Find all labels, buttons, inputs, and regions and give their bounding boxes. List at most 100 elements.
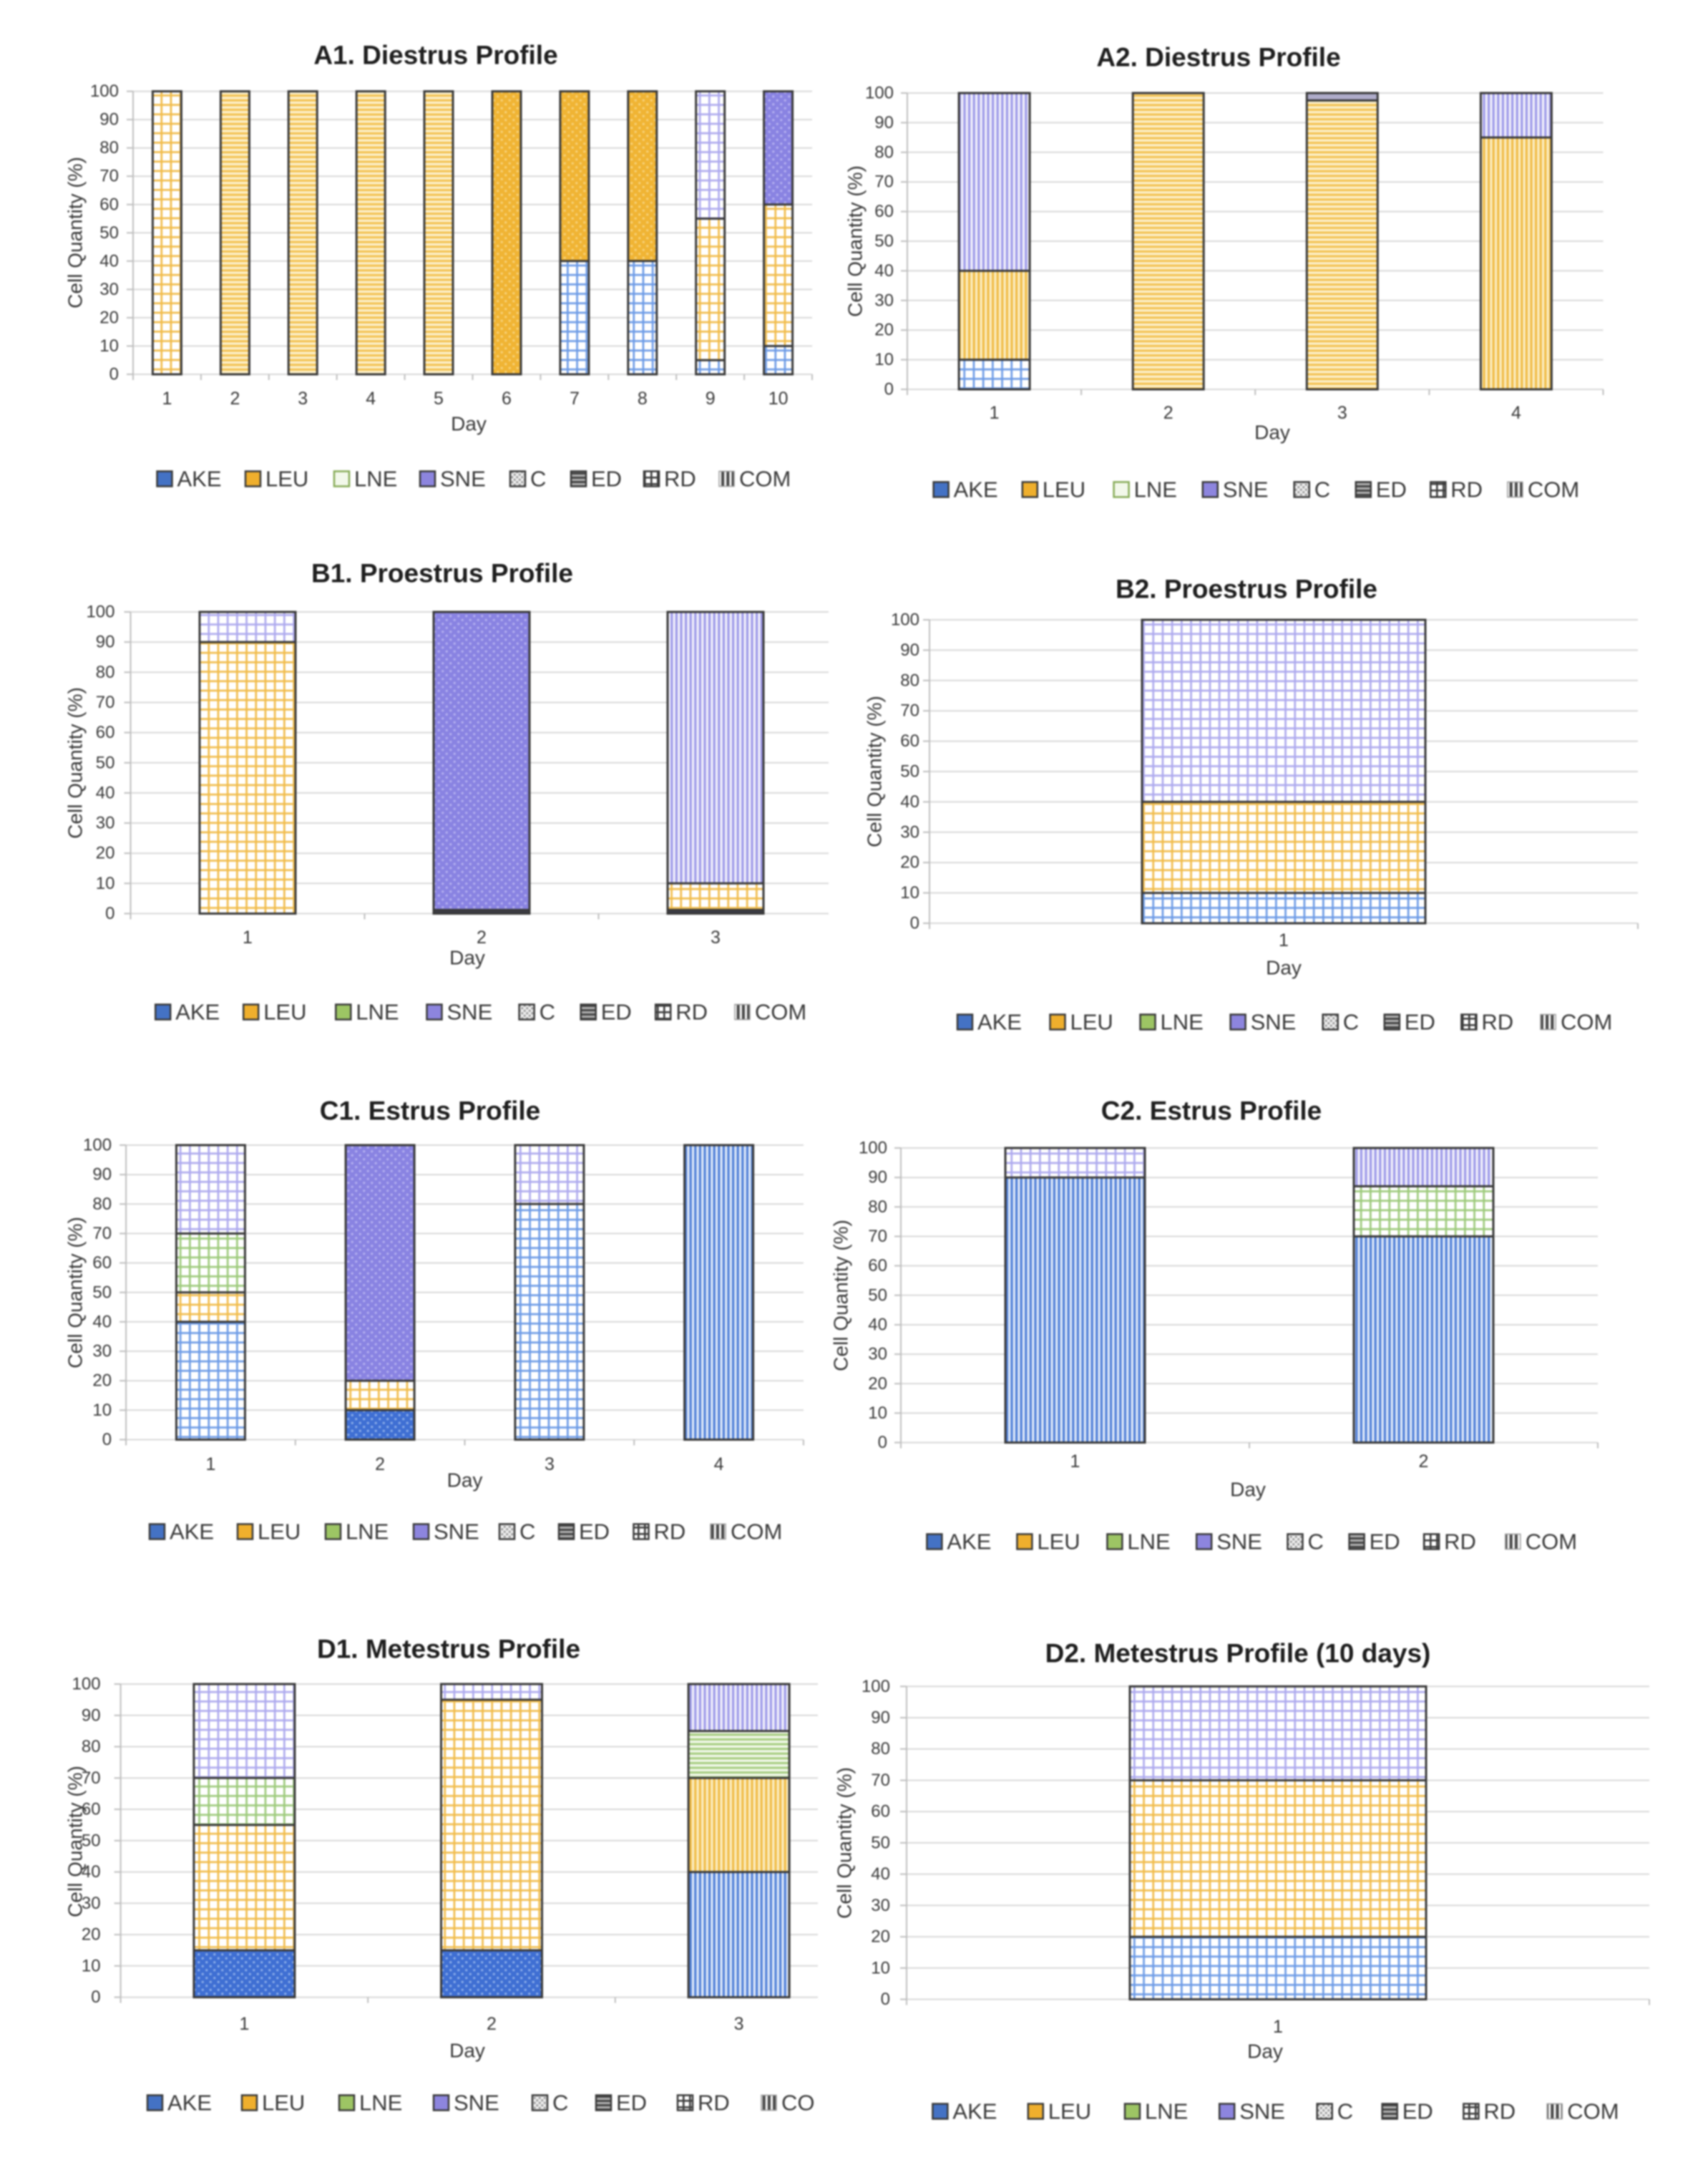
svg-text:ED: ED <box>1402 2099 1433 2124</box>
svg-text:60: 60 <box>82 1800 101 1819</box>
svg-text:LEU: LEU <box>258 1519 301 1544</box>
svg-text:1: 1 <box>1070 1451 1080 1471</box>
svg-text:2: 2 <box>230 389 240 409</box>
svg-text:COM: COM <box>1526 1529 1577 1555</box>
svg-text:50: 50 <box>874 232 894 251</box>
svg-text:SNE: SNE <box>1239 2099 1285 2124</box>
svg-text:ED: ED <box>1405 1010 1435 1035</box>
svg-text:Day: Day <box>451 413 487 435</box>
svg-text:B1. Proestrus Profile: B1. Proestrus Profile <box>311 559 573 588</box>
svg-text:60: 60 <box>900 731 919 751</box>
svg-text:SNE: SNE <box>1251 1010 1297 1035</box>
svg-text:Cell Quantity (%): Cell Quantity (%) <box>64 687 87 839</box>
svg-text:C2. Estrus Profile: C2. Estrus Profile <box>1101 1096 1322 1126</box>
svg-text:60: 60 <box>99 195 119 214</box>
svg-text:0: 0 <box>91 1988 100 2007</box>
svg-text:C: C <box>1314 477 1330 502</box>
svg-text:Day: Day <box>1254 422 1290 444</box>
svg-text:0: 0 <box>884 380 894 399</box>
svg-text:Cell Quantity (%): Cell Quantity (%) <box>834 1767 856 1919</box>
svg-text:0: 0 <box>881 1990 890 2009</box>
svg-text:20: 20 <box>92 1371 112 1391</box>
svg-text:Day: Day <box>449 2040 485 2062</box>
svg-text:2: 2 <box>477 928 487 948</box>
svg-text:1: 1 <box>1273 2017 1283 2037</box>
svg-text:30: 30 <box>99 280 119 299</box>
svg-text:20: 20 <box>99 308 119 327</box>
svg-text:B2. Proestrus Profile: B2. Proestrus Profile <box>1116 575 1377 604</box>
svg-text:10: 10 <box>900 883 919 903</box>
svg-text:LNE: LNE <box>346 1519 389 1544</box>
svg-text:LNE: LNE <box>356 1000 399 1025</box>
svg-text:90: 90 <box>900 641 919 660</box>
svg-text:Day: Day <box>1266 957 1302 979</box>
svg-text:Day: Day <box>449 947 485 969</box>
svg-text:30: 30 <box>92 1342 112 1361</box>
svg-text:30: 30 <box>871 1896 890 1915</box>
svg-text:7: 7 <box>570 389 580 409</box>
svg-text:70: 70 <box>871 1771 890 1790</box>
svg-text:10: 10 <box>871 1958 890 1977</box>
svg-text:3: 3 <box>545 1454 555 1474</box>
svg-text:20: 20 <box>871 1927 890 1947</box>
svg-text:10: 10 <box>768 389 789 409</box>
svg-text:90: 90 <box>99 110 119 130</box>
svg-text:20: 20 <box>96 844 115 863</box>
svg-text:COM: COM <box>1561 1010 1612 1035</box>
svg-text:C1. Estrus Profile: C1. Estrus Profile <box>320 1096 540 1126</box>
svg-text:80: 80 <box>92 1195 112 1214</box>
svg-text:40: 40 <box>871 1864 890 1884</box>
svg-text:30: 30 <box>900 822 919 842</box>
svg-text:50: 50 <box>82 1831 101 1850</box>
svg-text:40: 40 <box>868 1315 887 1335</box>
svg-text:90: 90 <box>874 113 894 132</box>
svg-text:100: 100 <box>891 610 919 630</box>
svg-text:2: 2 <box>487 2014 497 2034</box>
svg-text:C: C <box>552 2091 568 2116</box>
svg-text:30: 30 <box>96 814 115 833</box>
svg-text:1: 1 <box>205 1454 215 1474</box>
svg-text:10: 10 <box>92 1401 112 1420</box>
svg-text:80: 80 <box>871 1739 890 1758</box>
svg-text:2: 2 <box>1163 403 1173 423</box>
svg-text:LNE: LNE <box>359 2091 402 2116</box>
svg-text:D1. Metestrus Profile: D1. Metestrus Profile <box>317 1635 580 1664</box>
svg-text:Day: Day <box>1230 1479 1266 1501</box>
svg-text:60: 60 <box>874 202 894 221</box>
svg-text:100: 100 <box>90 82 119 101</box>
svg-text:0: 0 <box>910 914 919 933</box>
svg-text:100: 100 <box>859 1139 887 1158</box>
svg-text:4: 4 <box>366 389 376 409</box>
svg-text:50: 50 <box>900 762 919 782</box>
svg-text:RD: RD <box>664 467 696 492</box>
svg-text:RD: RD <box>654 1519 686 1544</box>
svg-text:SNE: SNE <box>434 1519 479 1544</box>
svg-text:COM: COM <box>731 1519 782 1544</box>
svg-text:COM: COM <box>739 467 791 492</box>
svg-text:20: 20 <box>874 321 894 340</box>
svg-text:40: 40 <box>96 783 115 802</box>
svg-text:A1. Diestrus Profile: A1. Diestrus Profile <box>313 41 557 70</box>
svg-text:20: 20 <box>868 1374 887 1393</box>
svg-text:70: 70 <box>82 1769 101 1788</box>
svg-text:LEU: LEU <box>1043 477 1085 502</box>
svg-text:LNE: LNE <box>1134 477 1177 502</box>
svg-text:D2. Metestrus Profile (10 days: D2. Metestrus Profile (10 days) <box>1045 1639 1431 1668</box>
svg-text:0: 0 <box>102 1430 112 1449</box>
svg-text:C: C <box>1308 1529 1324 1555</box>
svg-text:100: 100 <box>72 1675 101 1694</box>
svg-text:70: 70 <box>92 1224 112 1243</box>
svg-text:60: 60 <box>92 1253 112 1273</box>
svg-text:1: 1 <box>990 403 1000 423</box>
svg-text:ED: ED <box>616 2091 647 2116</box>
svg-text:6: 6 <box>502 389 512 409</box>
svg-text:3: 3 <box>734 2014 744 2034</box>
svg-text:LEU: LEU <box>263 1000 306 1025</box>
svg-text:5: 5 <box>434 389 444 409</box>
svg-text:50: 50 <box>96 753 115 772</box>
svg-text:ED: ED <box>1376 477 1407 502</box>
svg-text:70: 70 <box>99 167 119 186</box>
svg-text:RD: RD <box>698 2091 730 2116</box>
svg-text:9: 9 <box>706 389 716 409</box>
svg-text:90: 90 <box>96 633 115 652</box>
